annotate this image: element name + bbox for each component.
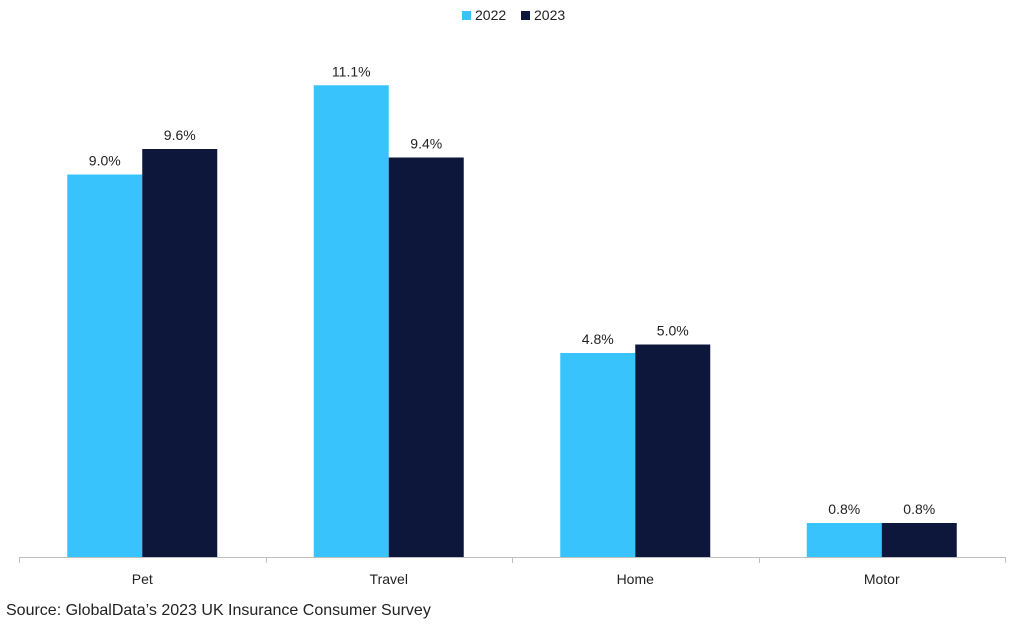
data-label-pet-2023: 9.6% [164,127,196,143]
category-label-home: Home [617,571,655,587]
legend-swatch-2022 [462,11,471,20]
bar-travel-2022 [313,85,389,557]
data-label-motor-2023: 0.8% [903,501,935,517]
data-label-pet-2022: 9.0% [89,153,121,169]
legend-swatch-2023 [521,11,530,20]
bar-home-2022 [560,353,636,557]
chart-legend: 2022 2023 [462,7,565,23]
category-label-motor: Motor [864,571,900,587]
bar-motor-2022 [806,523,882,557]
data-label-home-2023: 5.0% [657,323,689,339]
bar-group [67,85,957,557]
category-label-travel: Travel [370,571,408,587]
data-label-travel-2022: 11.1% [332,63,371,79]
category-label-pet: Pet [132,571,153,587]
bar-home-2023 [635,344,711,557]
bar-pet-2022 [67,174,143,557]
bar-travel-2023 [388,157,464,557]
source-note: Source: GlobalData’s 2023 UK Insurance C… [6,602,431,619]
data-label-home-2022: 4.8% [582,331,614,347]
data-label-motor-2022: 0.8% [828,501,860,517]
data-labels: 9.0% 9.6% 11.1% 9.4% 4.8% 5.0% 0.8% 0.8% [89,63,935,517]
x-axis [19,557,1006,563]
legend-label-2023: 2023 [534,7,565,23]
data-label-travel-2023: 9.4% [410,136,442,152]
category-labels: Pet Travel Home Motor [132,571,900,587]
bar-motor-2023 [881,523,957,557]
bar-pet-2023 [142,149,218,557]
legend-label-2022: 2022 [475,7,506,23]
